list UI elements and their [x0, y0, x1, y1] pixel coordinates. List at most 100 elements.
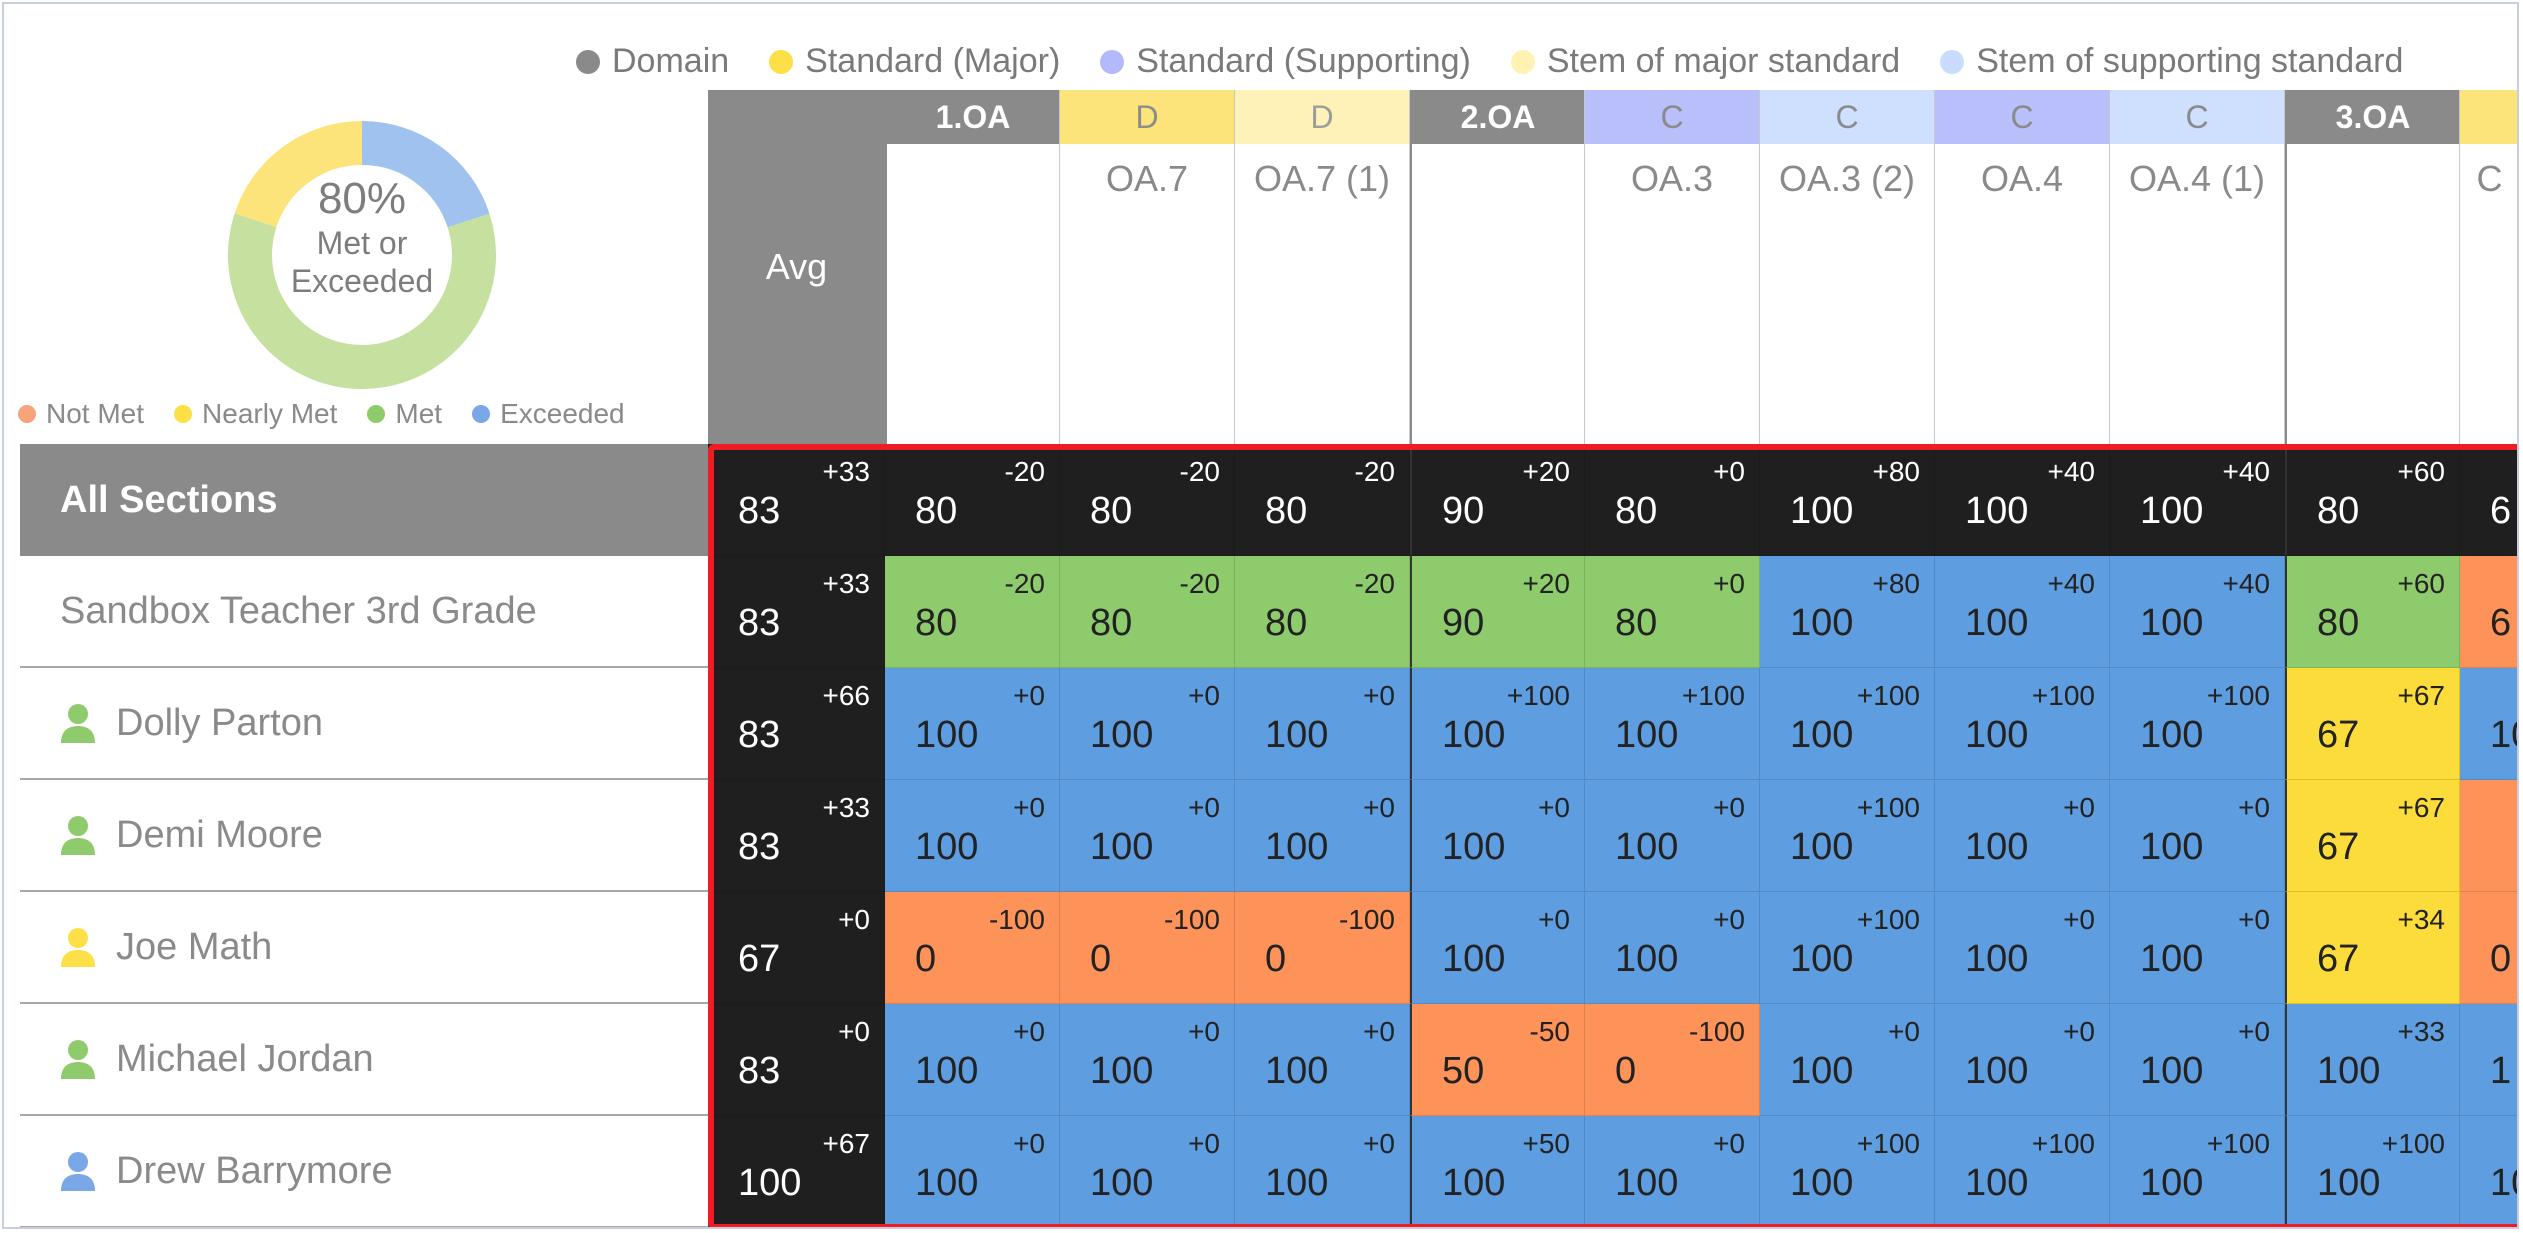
score-cell[interactable]: 100 +80 — [1760, 444, 1935, 556]
score-cell[interactable]: 100 +0 — [1235, 780, 1410, 892]
score-cell[interactable]: 100 +0 — [2110, 780, 2285, 892]
score-cell[interactable]: 100 +0 — [885, 668, 1060, 780]
avg-column-header[interactable]: Avg — [708, 90, 885, 444]
avg-score-cell[interactable]: 83 +66 — [708, 668, 885, 780]
score-cell[interactable] — [2460, 780, 2517, 892]
avg-score-cell[interactable]: 83 +33 — [708, 780, 885, 892]
score-cell[interactable]: 100 +100 — [2110, 668, 2285, 780]
score-cell[interactable]: 100 +0 — [1935, 780, 2110, 892]
score-cell[interactable]: 100 +0 — [1410, 892, 1585, 1004]
row-name[interactable]: Michael Jordan — [20, 1004, 708, 1116]
score-cell[interactable]: 100 +0 — [1585, 780, 1760, 892]
avg-score-cell[interactable]: 83 +33 — [708, 556, 885, 668]
score-cell[interactable]: 100 +0 — [885, 1116, 1060, 1227]
avg-score-cell[interactable]: 83 +0 — [708, 1004, 885, 1116]
score-cell[interactable]: 100 +100 — [1760, 780, 1935, 892]
score-cell[interactable]: 100 +100 — [1585, 668, 1760, 780]
score-cell[interactable]: 100 +0 — [1410, 780, 1585, 892]
score-cell[interactable]: 100 +0 — [1060, 668, 1235, 780]
row-name[interactable]: Demi Moore — [20, 780, 708, 892]
score-cell[interactable]: 100 +40 — [2110, 444, 2285, 556]
score-cell[interactable]: 100 +0 — [1235, 1116, 1410, 1227]
row-name[interactable]: All Sections — [20, 444, 708, 556]
score-cell[interactable]: 0 -100 — [1585, 1004, 1760, 1116]
score-value: 100 — [738, 1162, 802, 1204]
score-cell[interactable]: 100 +100 — [1935, 1116, 2110, 1227]
score-cell[interactable]: 100 +0 — [1585, 1116, 1760, 1227]
column-code: 3.OA — [2287, 90, 2459, 144]
score-cell[interactable]: 0 — [2460, 892, 2517, 1004]
row-name[interactable]: Joe Math — [20, 892, 708, 1004]
score-cell[interactable]: 100 +0 — [2110, 892, 2285, 1004]
score-cell[interactable]: 100 +100 — [1760, 1116, 1935, 1227]
score-cell[interactable]: 6 — [2460, 556, 2517, 668]
score-cell[interactable]: 100 +0 — [1235, 1004, 1410, 1116]
score-cell[interactable]: 100 +40 — [1935, 556, 2110, 668]
score-cell[interactable]: 100 +40 — [2110, 556, 2285, 668]
column-header[interactable]: C OA.4 — [1935, 90, 2110, 444]
row-name[interactable]: Dolly Parton — [20, 668, 708, 780]
column-header[interactable]: C OA.3 — [1585, 90, 1760, 444]
score-cell[interactable]: 100 +100 — [1410, 668, 1585, 780]
score-cell[interactable]: 100 +0 — [1060, 1116, 1235, 1227]
score-cell[interactable]: 100 +0 — [1935, 1004, 2110, 1116]
score-cell[interactable]: 100 +33 — [2285, 1004, 2460, 1116]
row-name[interactable]: Drew Barrymore — [20, 1116, 708, 1227]
column-header[interactable]: C OA.4 (1) — [2110, 90, 2285, 444]
score-cell[interactable]: 50 -50 — [1410, 1004, 1585, 1116]
student-person-icon — [61, 1040, 95, 1079]
legend-label: Stem of major standard — [1546, 42, 1901, 80]
score-cell[interactable]: 6 — [2460, 444, 2517, 556]
score-cell[interactable]: 80 -20 — [885, 444, 1060, 556]
column-header[interactable]: 3.OA — [2285, 90, 2460, 444]
score-cell[interactable]: 100 +0 — [1060, 780, 1235, 892]
column-header[interactable]: 1.OA — [885, 90, 1060, 444]
score-cell[interactable]: 10 — [2460, 668, 2517, 780]
row-name[interactable]: Sandbox Teacher 3rd Grade — [20, 556, 708, 668]
score-cell[interactable]: 0 -100 — [1235, 892, 1410, 1004]
score-cell[interactable]: 10 — [2460, 1116, 2517, 1227]
column-header[interactable]: 2.OA — [1410, 90, 1585, 444]
score-cell[interactable]: 100 +0 — [1935, 892, 2110, 1004]
score-cell[interactable]: 67 +34 — [2285, 892, 2460, 1004]
score-cell[interactable]: 80 +60 — [2285, 556, 2460, 668]
score-cell[interactable]: 80 -20 — [1060, 444, 1235, 556]
avg-score-cell[interactable]: 100 +67 — [708, 1116, 885, 1227]
column-header[interactable]: D OA.7 (1) — [1235, 90, 1410, 444]
score-cell[interactable]: 100 +100 — [1760, 892, 1935, 1004]
score-cell[interactable]: 100 +50 — [1410, 1116, 1585, 1227]
score-cell[interactable]: 0 -100 — [885, 892, 1060, 1004]
avg-score-cell[interactable]: 67 +0 — [708, 892, 885, 1004]
column-header[interactable]: D OA.7 — [1060, 90, 1235, 444]
score-cell[interactable]: 90 +20 — [1410, 556, 1585, 668]
score-cell[interactable]: 100 +0 — [885, 1004, 1060, 1116]
score-cell[interactable]: 100 +100 — [2110, 1116, 2285, 1227]
score-cell[interactable]: 90 +20 — [1410, 444, 1585, 556]
score-cell[interactable]: 100 +40 — [1935, 444, 2110, 556]
score-cell[interactable]: 80 +0 — [1585, 444, 1760, 556]
score-cell[interactable]: 1 — [2460, 1004, 2517, 1116]
score-cell[interactable]: 0 -100 — [1060, 892, 1235, 1004]
score-cell[interactable]: 80 -20 — [1235, 444, 1410, 556]
score-cell[interactable]: 80 -20 — [1060, 556, 1235, 668]
score-cell[interactable]: 80 -20 — [885, 556, 1060, 668]
score-cell[interactable]: 100 +0 — [1235, 668, 1410, 780]
score-cell[interactable]: 100 +0 — [1585, 892, 1760, 1004]
score-cell[interactable]: 100 +100 — [2285, 1116, 2460, 1227]
score-cell[interactable]: 100 +0 — [885, 780, 1060, 892]
score-cell[interactable]: 100 +100 — [1935, 668, 2110, 780]
avg-score-cell[interactable]: 83 +33 — [708, 444, 885, 556]
column-header[interactable]: C OA.3 (2) — [1760, 90, 1935, 444]
score-cell[interactable]: 100 +0 — [1760, 1004, 1935, 1116]
score-cell[interactable]: 67 +67 — [2285, 668, 2460, 780]
score-cell[interactable]: 100 +0 — [2110, 1004, 2285, 1116]
column-header[interactable]: C — [2460, 90, 2517, 444]
score-cell[interactable]: 80 +60 — [2285, 444, 2460, 556]
score-cell[interactable]: 67 +67 — [2285, 780, 2460, 892]
score-cell[interactable]: 100 +100 — [1760, 668, 1935, 780]
score-cell[interactable]: 80 +0 — [1585, 556, 1760, 668]
score-cell[interactable]: 100 +80 — [1760, 556, 1935, 668]
column-code — [2460, 90, 2517, 144]
score-cell[interactable]: 80 -20 — [1235, 556, 1410, 668]
score-cell[interactable]: 100 +0 — [1060, 1004, 1235, 1116]
